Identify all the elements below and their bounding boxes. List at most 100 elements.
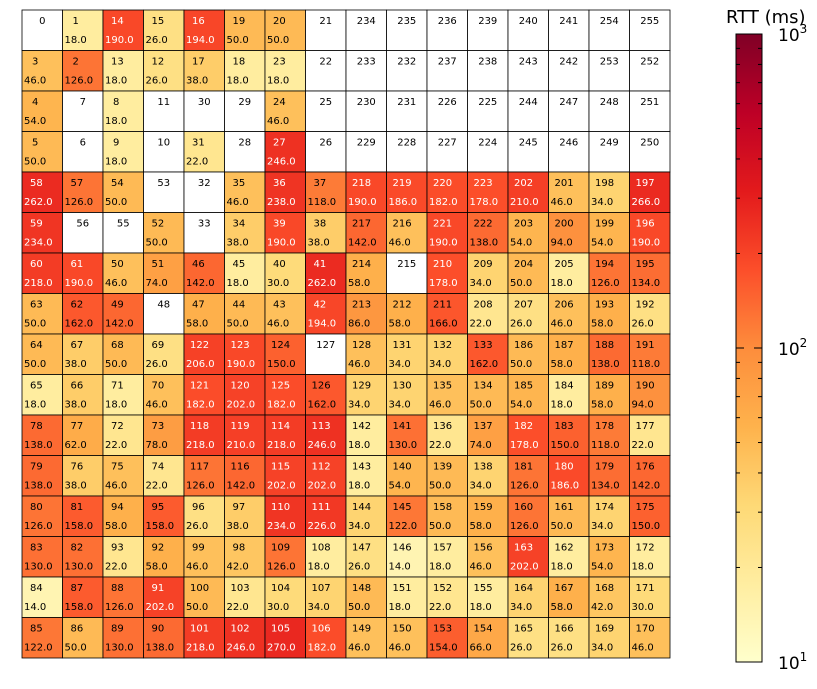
cell-node-label: 164	[514, 583, 533, 594]
heatmap-cell: 178 118.0	[588, 414, 630, 456]
cell-rtt-value: 126.0	[510, 521, 539, 532]
cell-rtt-value: 126.0	[24, 521, 53, 532]
heatmap-cell-rect	[102, 171, 144, 213]
cell-node-label: 243	[519, 57, 538, 68]
cell-rtt-value: 138.0	[24, 440, 53, 451]
heatmap-cell: 113 246.0	[305, 414, 347, 456]
heatmap-cell: 136 22.0	[426, 414, 468, 456]
cell-node-label: 182	[514, 421, 533, 432]
cell-node-label: 28	[238, 138, 251, 149]
cell-node-label: 231	[397, 97, 416, 108]
cell-node-label: 66	[71, 381, 84, 392]
heatmap-cell: 122 206.0	[183, 333, 225, 375]
heatmap-cell: 133 162.0	[467, 333, 509, 375]
cell-node-label: 9	[113, 138, 119, 149]
heatmap-cell: 244	[507, 90, 549, 132]
cell-node-label: 255	[640, 16, 659, 27]
heatmap-cell-rect	[224, 50, 266, 92]
cell-rtt-value: 26.0	[510, 643, 532, 654]
heatmap-cell: 39 190.0	[264, 212, 306, 254]
heatmap-cell: 129 34.0	[345, 374, 387, 416]
cell-node-label: 160	[514, 502, 533, 513]
heatmap-cell: 88 126.0	[102, 576, 144, 618]
heatmap-cell: 200 94.0	[548, 212, 590, 254]
heatmap-cell-rect	[224, 171, 266, 213]
heatmap-cell-rect	[386, 90, 428, 132]
heatmap-cell: 212 58.0	[386, 293, 428, 335]
heatmap-cell: 45 18.0	[224, 252, 266, 294]
cell-node-label: 57	[71, 178, 84, 189]
cell-node-label: 244	[519, 97, 538, 108]
heatmap-cell-rect	[426, 333, 468, 375]
cell-node-label: 79	[30, 462, 43, 473]
cell-node-label: 159	[474, 502, 493, 513]
heatmap-cell: 254	[588, 9, 630, 51]
heatmap-cell: 207 26.0	[507, 293, 549, 335]
cell-rtt-value: 18.0	[389, 602, 411, 613]
cell-rtt-value: 22.0	[105, 440, 127, 451]
cell-rtt-value: 126.0	[186, 481, 215, 492]
heatmap-cell-rect	[102, 293, 144, 335]
heatmap-cell: 74 22.0	[143, 455, 185, 497]
cell-node-label: 100	[190, 583, 209, 594]
heatmap-cell: 229	[345, 131, 387, 173]
cell-node-label: 36	[273, 178, 286, 189]
cell-rtt-value: 18.0	[429, 562, 451, 573]
heatmap-cell-rect	[629, 414, 671, 456]
cell-node-label: 254	[600, 16, 619, 27]
heatmap-cell: 175 150.0	[629, 495, 671, 537]
cell-node-label: 97	[233, 502, 246, 513]
cell-node-label: 82	[71, 543, 84, 554]
cell-rtt-value: 158.0	[65, 602, 94, 613]
cell-rtt-value: 142.0	[186, 278, 215, 289]
cell-node-label: 121	[190, 381, 209, 392]
heatmap-cell: 86 50.0	[62, 617, 104, 659]
cell-rtt-value: 18.0	[65, 35, 87, 46]
heatmap-cell: 83 130.0	[21, 536, 63, 578]
cell-node-label: 187	[555, 340, 574, 351]
heatmap-cell-rect	[224, 536, 266, 578]
cell-node-label: 246	[559, 138, 578, 149]
heatmap-cell: 35 46.0	[224, 171, 266, 213]
cell-rtt-value: 50.0	[24, 319, 46, 330]
heatmap-cell-rect	[548, 333, 590, 375]
cell-rtt-value: 50.0	[429, 481, 451, 492]
heatmap-cell-rect	[386, 293, 428, 335]
cell-node-label: 40	[273, 259, 286, 270]
heatmap-cell: 59 234.0	[21, 212, 63, 254]
heatmap-cell: 32	[183, 171, 225, 213]
cell-rtt-value: 130.0	[389, 440, 418, 451]
cell-rtt-value: 54.0	[510, 400, 532, 411]
cell-rtt-value: 138.0	[591, 359, 620, 370]
cell-rtt-value: 154.0	[429, 643, 458, 654]
cell-node-label: 46	[192, 259, 205, 270]
cell-node-label: 15	[152, 16, 165, 27]
heatmap-cell: 199 54.0	[588, 212, 630, 254]
cell-rtt-value: 22.0	[227, 602, 249, 613]
heatmap-cell: 215	[386, 252, 428, 294]
cell-rtt-value: 46.0	[389, 643, 411, 654]
cell-rtt-value: 22.0	[105, 562, 127, 573]
heatmap-cell-rect	[548, 9, 590, 51]
heatmap-cell: 232	[386, 50, 428, 92]
cell-node-label: 61	[71, 259, 84, 270]
cell-rtt-value: 42.0	[227, 562, 249, 573]
heatmap-cell-rect	[143, 333, 185, 375]
cell-rtt-value: 18.0	[227, 76, 249, 87]
heatmap-cell: 210 178.0	[426, 252, 468, 294]
cell-node-label: 104	[271, 583, 290, 594]
heatmap-cell-rect	[507, 171, 549, 213]
cell-node-label: 249	[600, 138, 619, 149]
colorbar-ticks: 103 102 101	[736, 22, 807, 674]
cell-node-label: 71	[111, 381, 124, 392]
cell-node-label: 190	[636, 381, 655, 392]
heatmap-cell: 90 138.0	[143, 617, 185, 659]
heatmap-cell-rect	[264, 374, 306, 416]
heatmap-cell: 172 18.0	[629, 536, 671, 578]
heatmap-cell-rect	[21, 212, 63, 254]
cell-node-label: 207	[514, 300, 533, 311]
cell-node-label: 135	[433, 381, 452, 392]
heatmap-cell-rect	[426, 50, 468, 92]
heatmap-cell: 99 46.0	[183, 536, 225, 578]
cell-node-label: 186	[514, 340, 533, 351]
